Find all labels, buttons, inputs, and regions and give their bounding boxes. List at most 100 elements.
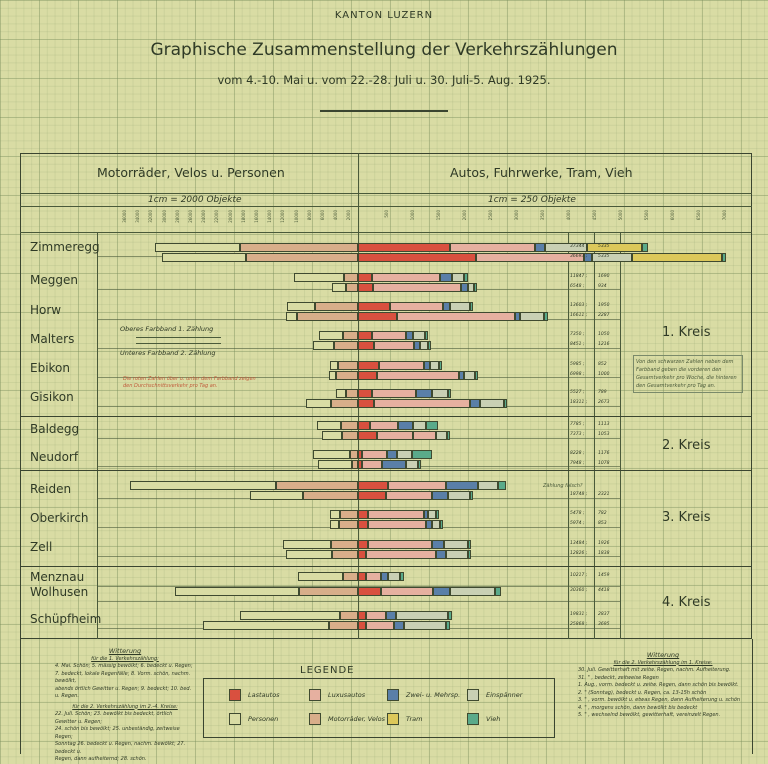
weekly-total: 6998 ;: [570, 372, 585, 377]
bar-segment: [470, 491, 473, 500]
bar-segment: [450, 587, 495, 596]
bar-segment: [381, 587, 433, 596]
daily-total: 934: [598, 284, 607, 289]
bar-segment: [246, 253, 358, 262]
bar-segment: [322, 431, 342, 440]
bar-segment: [461, 283, 468, 292]
daily-total: 1459: [598, 573, 610, 578]
bar-segment: [440, 273, 452, 282]
bar-segment: [470, 399, 480, 408]
bar-segment: [318, 460, 352, 469]
left-axis-tick: 28000: [174, 210, 180, 223]
left-axis-tick: 2000: [346, 210, 352, 221]
bar-segment: [414, 341, 420, 350]
daily-total: 5335: [598, 244, 610, 249]
bar-segment: [426, 520, 432, 529]
bar-segment: [377, 371, 459, 380]
weather-right-line: 3. " , vorm. bewölkt u. etwas Regen, dan…: [578, 697, 741, 703]
weekly-total: 16611 ;: [570, 313, 588, 318]
weather-right-block: Witterung für die 2. Verkehrszählung im …: [578, 651, 748, 720]
bar-segment: [452, 273, 464, 282]
bar-segment: [339, 520, 358, 529]
chart-frame: [20, 153, 752, 639]
title-underline: [320, 110, 448, 112]
daily-total: 1176: [598, 451, 610, 456]
right-axis-tick: 3500: [540, 210, 545, 221]
bar-segment: [464, 273, 468, 282]
bar-segment: [330, 510, 340, 519]
weekly-total: 30360 ;: [570, 588, 588, 593]
bar-segment: [250, 491, 303, 500]
bar-segment: [544, 312, 548, 321]
weather-right-sub: für die 2. Verkehrszählung im 1. Kreise:: [613, 659, 713, 666]
bar-segment: [329, 371, 336, 380]
bar-segment: [520, 312, 544, 321]
legend-item-einspaenner: Einspänner: [467, 689, 522, 701]
black-numbers-note: Von den schwarzen Zahlen neben dem Farbb…: [633, 355, 743, 393]
daily-total: 789: [598, 390, 607, 395]
bar-segment: [334, 341, 358, 350]
bar-segment: [425, 331, 428, 340]
bar-segment: [468, 550, 471, 559]
weather-left-border: [20, 639, 21, 754]
bar-segment: [388, 572, 400, 581]
weather-right-line: 4. " , morgens schön, dann bewölkt bis b…: [578, 704, 698, 711]
bar-segment: [397, 312, 515, 321]
kreis-4-label: 4. Kreis: [662, 595, 711, 610]
bar-segment: [341, 421, 358, 430]
bar-segment: [330, 361, 338, 370]
bar-segment: [396, 611, 448, 620]
bar-segment: [495, 587, 501, 596]
bar-segment: [358, 510, 368, 519]
bar-segment: [398, 421, 413, 430]
weekly-total: 8228 ;: [570, 451, 585, 456]
bar-segment: [450, 302, 470, 311]
bar-segment: [346, 283, 358, 292]
bar-segment: [416, 389, 432, 398]
weekly-total: 7785 ;: [570, 422, 585, 427]
bar-segment: [418, 460, 421, 469]
bar-segment: [358, 389, 372, 398]
bar-segment: [592, 253, 632, 262]
right-axis-tick: 1000: [410, 210, 415, 221]
legend-swatch: [387, 713, 399, 725]
bar-segment: [433, 587, 450, 596]
reiden-note: Zählung falsch?: [543, 483, 583, 489]
right-axis-tick: 4000: [566, 210, 571, 221]
daily-total: 1690: [598, 274, 610, 279]
left-axis-tick: 16000: [254, 210, 259, 223]
bar-segment: [346, 389, 358, 398]
bar-segment: [450, 243, 535, 252]
bar-segment: [286, 550, 332, 559]
upper-band-note: Oberes Farbband 1. Zählung: [120, 325, 214, 333]
bar-segment: [336, 389, 346, 398]
bar-segment: [387, 450, 397, 459]
bar-segment: [498, 481, 506, 490]
bar-segment: [315, 302, 358, 311]
bar-segment: [366, 621, 394, 630]
bar-segment: [468, 540, 471, 549]
bar-segment: [130, 481, 276, 490]
totals-column-line: [568, 232, 569, 639]
row-label-zell: Zell: [30, 540, 53, 554]
bar-segment: [394, 621, 404, 630]
bar-segment: [358, 621, 366, 630]
daily-total: 1950: [598, 303, 610, 308]
bar-segment: [358, 611, 366, 620]
bar-segment: [386, 611, 396, 620]
legend-swatch: [467, 689, 479, 701]
daily-total: 2837: [598, 612, 610, 617]
left-axis-tick: 12000: [280, 210, 286, 223]
legend-title: LEGENDE: [300, 665, 355, 676]
bar-segment: [175, 587, 299, 596]
bar-segment: [287, 302, 315, 311]
bar-segment: [444, 540, 468, 549]
bar-segment: [430, 361, 439, 370]
row-label-neudorf: Neudorf: [30, 450, 79, 464]
bar-segment: [436, 510, 439, 519]
daily-total: 1838: [598, 551, 610, 556]
legend-item-motorraeder-velos: Motorräder, Velos: [309, 713, 385, 725]
kreis-separator: [20, 416, 752, 417]
weekly-total: 5478 ;: [570, 511, 585, 516]
legend-swatch: [467, 713, 479, 725]
